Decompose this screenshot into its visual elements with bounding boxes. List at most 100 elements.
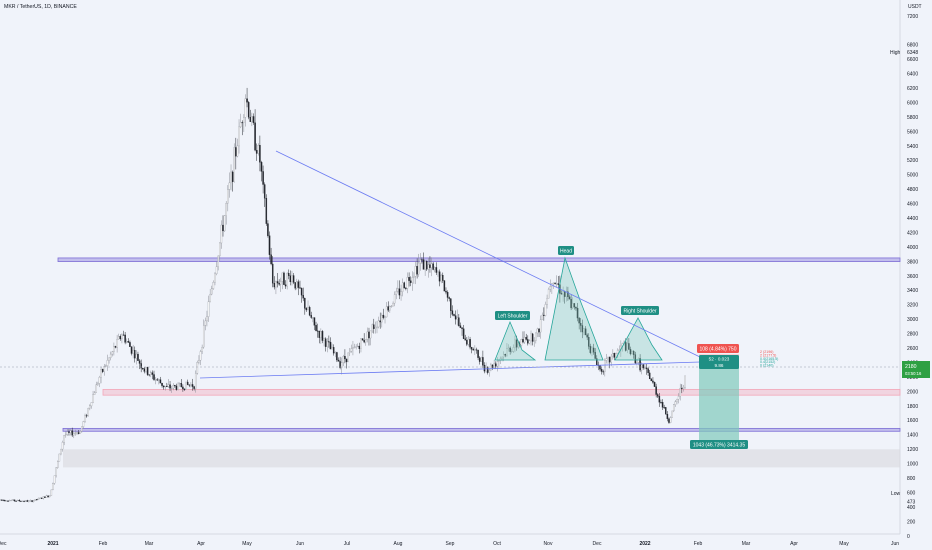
stop-box[interactable]: 108 (4.84%) 750 (697, 344, 739, 353)
candle-body (414, 266, 417, 277)
candle-body (393, 294, 396, 304)
candle-body (134, 350, 136, 359)
candle-body (563, 291, 566, 297)
candle-body (583, 328, 585, 333)
candle-body (100, 369, 102, 378)
candles-layer (0, 87, 686, 503)
mid-box-text-2: 9.86 (715, 363, 724, 368)
candle-body (220, 224, 223, 244)
candle-body (132, 350, 134, 354)
time-tick-label: Oct (493, 541, 501, 547)
candle-body (167, 384, 170, 387)
candle-body (251, 116, 253, 122)
time-tick-label: Jun (296, 541, 304, 547)
price-axis-strip[interactable] (900, 0, 932, 550)
candle-body (60, 448, 62, 455)
candle-body (222, 224, 224, 232)
candle-body (331, 347, 333, 350)
candle-body (310, 315, 312, 318)
candle-body (422, 259, 425, 270)
head-shape[interactable] (544, 256, 604, 361)
candle-body (464, 338, 466, 341)
mid-box-text-1: 52 · 0.023 (709, 356, 730, 361)
candle-body (515, 339, 518, 348)
candle-body (547, 289, 550, 299)
time-tick-label: Mar (145, 541, 154, 547)
candle-body (382, 314, 385, 318)
candle-body (166, 386, 168, 388)
candle-body (472, 349, 475, 351)
candle-body (162, 385, 165, 388)
ascending-trendline[interactable] (199, 361, 701, 379)
zone-support[interactable] (102, 388, 901, 396)
price-tick-label: 1000 (907, 462, 918, 468)
candle-body (636, 362, 638, 364)
candle-body (536, 328, 539, 334)
candle-body (660, 402, 662, 403)
candle-body (454, 315, 457, 320)
zone-resistance[interactable] (57, 257, 901, 262)
candle-body (158, 379, 160, 381)
candle-body (602, 371, 604, 373)
price-tick-label: 3800 (907, 259, 918, 265)
candle-body (530, 333, 532, 341)
descending-trendline[interactable] (275, 150, 701, 358)
candle-body (105, 365, 107, 367)
candle-body (24, 500, 27, 502)
candle-body (101, 369, 104, 372)
candle-body (612, 353, 614, 357)
price-tick-label: 2800 (907, 332, 918, 338)
candle-body (130, 346, 133, 354)
candle-body (186, 381, 189, 385)
candle-body (21, 500, 24, 502)
candle-body (493, 363, 495, 368)
candle-body (307, 307, 309, 311)
small-level-label: 0.4(2152) (760, 360, 775, 364)
candle-body (154, 379, 157, 381)
candle-body (55, 467, 57, 476)
zone-demand[interactable] (63, 449, 900, 468)
time-axis-strip[interactable] (0, 534, 932, 550)
time-tick-label: 2022 (639, 541, 650, 547)
right-shoulder-label[interactable]: Right Shoulder (621, 306, 659, 315)
candle-body (461, 327, 463, 329)
candle-body (283, 272, 285, 285)
head-label[interactable]: Head (558, 246, 574, 255)
candle-body (53, 475, 56, 484)
candle-body (475, 349, 478, 351)
mid-box[interactable]: 52 · 0.023 9.86 (699, 355, 739, 369)
candle-body (470, 347, 473, 350)
candle-body (663, 407, 665, 409)
time-tick-label: Feb (99, 541, 108, 547)
candle-body (538, 328, 540, 333)
price-tick-label: 0 (907, 534, 910, 540)
left-shoulder-shape[interactable] (494, 320, 537, 361)
candle-body (385, 306, 388, 318)
left-shoulder-label[interactable]: Left Shoulder (495, 311, 530, 320)
candle-body (406, 277, 409, 289)
right-shoulder-shape[interactable] (614, 317, 663, 361)
currency-label: USDT (908, 4, 922, 10)
target-zone (699, 367, 739, 440)
price-tick-label: 4400 (907, 216, 918, 222)
candle-body (252, 116, 255, 123)
price-tick-label: 2600 (907, 346, 918, 352)
target-box[interactable]: 1043 (46.73%) 3414.35 (690, 440, 748, 449)
candle-body (478, 357, 481, 362)
candle-body (312, 317, 314, 319)
candle-body (196, 362, 199, 374)
zone-support2[interactable] (62, 427, 901, 432)
candle-body (79, 431, 81, 434)
high-label: High (890, 50, 901, 56)
candle-body (417, 262, 420, 275)
candle-body (18, 499, 21, 502)
candle-body (445, 290, 447, 293)
candle-body (328, 341, 330, 343)
candle-body (673, 404, 675, 412)
candle-body (504, 354, 507, 356)
candle-body (299, 287, 301, 289)
candle-body (164, 386, 166, 388)
current-price-value: 2180 (905, 364, 917, 370)
candle-body (435, 267, 438, 273)
